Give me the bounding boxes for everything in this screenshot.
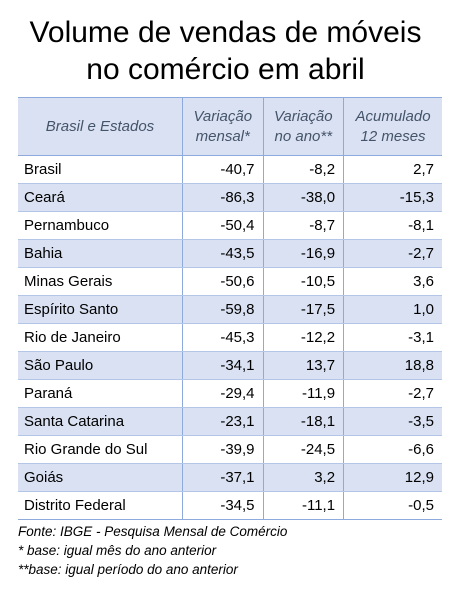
row-monthly: -40,7	[182, 155, 264, 184]
table-row: Distrito Federal -34,5 -11,1 -0,5	[18, 491, 442, 520]
row-yearly: -11,9	[262, 379, 344, 408]
table-row: Santa Catarina -23,1 -18,1 -3,5	[18, 407, 442, 436]
row-name: Rio Grande do Sul	[18, 435, 183, 464]
row-accum: -3,1	[343, 323, 442, 352]
row-monthly: -45,3	[182, 323, 264, 352]
table-row: Pernambuco -50,4 -8,7 -8,1	[18, 211, 442, 240]
table-header-row: Brasil e Estados Variação mensal* Variaç…	[18, 97, 442, 156]
title-line-1: Volume de vendas de móveis	[29, 16, 422, 49]
row-accum: -15,3	[343, 183, 442, 212]
row-accum: 2,7	[343, 155, 442, 184]
table-row: Brasil -40,7 -8,2 2,7	[18, 155, 442, 184]
row-monthly: -86,3	[182, 183, 264, 212]
row-yearly: -24,5	[262, 435, 344, 464]
row-accum: -6,6	[343, 435, 442, 464]
row-accum: -8,1	[343, 211, 442, 240]
table-row: Paraná -29,4 -11,9 -2,7	[18, 379, 442, 408]
row-accum: -2,7	[343, 239, 442, 268]
row-monthly: -23,1	[182, 407, 264, 436]
row-monthly: -39,9	[182, 435, 264, 464]
row-monthly: -50,6	[182, 267, 264, 296]
row-yearly: -16,9	[262, 239, 344, 268]
header-region: Brasil e Estados	[18, 97, 183, 156]
footnote-monthly-base: * base: igual mês do ano anterior	[18, 543, 217, 558]
row-name: Espírito Santo	[18, 295, 183, 324]
row-name: Paraná	[18, 379, 183, 408]
header-yearly: Variação no ano**	[262, 97, 344, 156]
row-name: Pernambuco	[18, 211, 183, 240]
row-yearly: -8,2	[262, 155, 344, 184]
table-row: Ceará -86,3 -38,0 -15,3	[18, 183, 442, 212]
row-monthly: -59,8	[182, 295, 264, 324]
row-monthly: -34,5	[182, 491, 264, 520]
row-yearly: -17,5	[262, 295, 344, 324]
sales-table: Brasil e Estados Variação mensal* Variaç…	[18, 97, 442, 520]
row-name: Minas Gerais	[18, 267, 183, 296]
table-row: Bahia -43,5 -16,9 -2,7	[18, 239, 442, 268]
row-yearly: 3,2	[262, 463, 344, 492]
row-yearly: -18,1	[262, 407, 344, 436]
table-row: Goiás -37,1 3,2 12,9	[18, 463, 442, 492]
table-row: São Paulo -34,1 13,7 18,8	[18, 351, 442, 380]
row-name: Goiás	[18, 463, 183, 492]
page-title: Volume de vendas de móveis no comércio e…	[0, 14, 451, 88]
title-line-2: no comércio em abril	[86, 53, 365, 86]
row-monthly: -29,4	[182, 379, 264, 408]
row-name: Santa Catarina	[18, 407, 183, 436]
row-yearly: -8,7	[262, 211, 344, 240]
row-name: Distrito Federal	[18, 491, 183, 520]
row-yearly: 13,7	[262, 351, 344, 380]
row-yearly: -10,5	[262, 267, 344, 296]
table-row: Minas Gerais -50,6 -10,5 3,6	[18, 267, 442, 296]
row-yearly: -11,1	[262, 491, 344, 520]
row-monthly: -34,1	[182, 351, 264, 380]
row-name: Rio de Janeiro	[18, 323, 183, 352]
row-accum: 18,8	[343, 351, 442, 380]
table-row: Rio Grande do Sul -39,9 -24,5 -6,6	[18, 435, 442, 464]
row-accum: 12,9	[343, 463, 442, 492]
row-name: Ceará	[18, 183, 183, 212]
footnotes: Fonte: IBGE - Pesquisa Mensal de Comérci…	[18, 522, 287, 579]
header-monthly: Variação mensal*	[182, 97, 264, 156]
row-name: Brasil	[18, 155, 183, 184]
row-accum: 3,6	[343, 267, 442, 296]
row-monthly: -43,5	[182, 239, 264, 268]
row-name: São Paulo	[18, 351, 183, 380]
row-monthly: -37,1	[182, 463, 264, 492]
row-accum: -0,5	[343, 491, 442, 520]
footnote-yearly-base: **base: igual período do ano anterior	[18, 562, 238, 577]
row-yearly: -12,2	[262, 323, 344, 352]
source-note: Fonte: IBGE - Pesquisa Mensal de Comérci…	[18, 524, 288, 539]
table-row: Espírito Santo -59,8 -17,5 1,0	[18, 295, 442, 324]
row-name: Bahia	[18, 239, 183, 268]
header-accumulated: Acumulado 12 meses	[343, 97, 442, 156]
row-accum: -3,5	[343, 407, 442, 436]
row-monthly: -50,4	[182, 211, 264, 240]
row-yearly: -38,0	[262, 183, 344, 212]
table-row: Rio de Janeiro -45,3 -12,2 -3,1	[18, 323, 442, 352]
row-accum: -2,7	[343, 379, 442, 408]
row-accum: 1,0	[343, 295, 442, 324]
